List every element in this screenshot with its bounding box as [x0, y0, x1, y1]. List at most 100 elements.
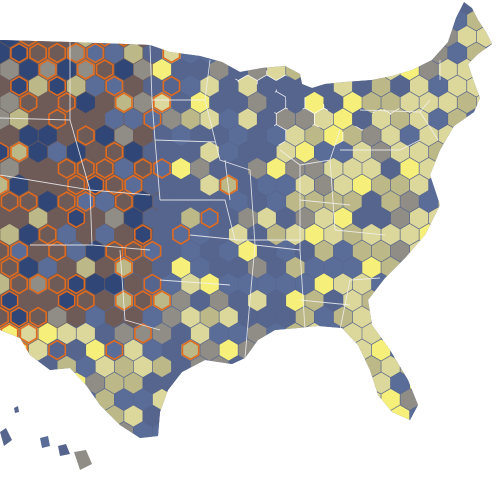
hex-cell [448, 207, 467, 229]
hex-cell [229, 157, 248, 180]
hex-cell [438, 256, 457, 279]
hex-cell [67, 42, 86, 64]
hex-highlight-outline [76, 59, 95, 80]
hex-cell [496, 290, 500, 311]
hex-cell [400, 157, 419, 180]
hex-cell [476, 223, 492, 246]
hex-cell [0, 256, 19, 279]
hex-cell [143, 306, 162, 328]
hex-highlight-outline [76, 158, 95, 179]
hex-cell [371, 174, 391, 196]
hex-cell [171, 256, 191, 279]
hex-cell [343, 455, 361, 476]
hex-cell [133, 256, 153, 279]
hex-cell [143, 42, 162, 64]
hex-cell [28, 372, 48, 394]
hex-cell [124, 273, 143, 295]
hex-cell [410, 141, 429, 163]
hex-cell [381, 157, 400, 180]
hex-cell [133, 25, 153, 48]
hex-cell [314, 405, 334, 427]
hex-cell [162, 9, 181, 31]
hex-cell [486, 306, 492, 328]
hex-cell [67, 207, 86, 229]
hex-cell [314, 174, 334, 196]
hex-cell [362, 223, 381, 246]
hex-cell [324, 421, 343, 438]
hex-cell [171, 388, 191, 411]
hex-cell [0, 372, 10, 394]
hex-cell [286, 25, 305, 48]
hex-cell [476, 58, 492, 81]
hex-cell [352, 207, 372, 229]
hex-cell [457, 223, 476, 246]
hex-cell [286, 124, 305, 147]
hex-cell [48, 75, 67, 97]
hex-cell [162, 306, 181, 328]
hex-cell [324, 289, 343, 312]
hex-cell [9, 174, 29, 196]
hex-cell [410, 372, 429, 394]
hex-cell [314, 141, 334, 163]
hex-cell [28, 42, 48, 64]
hex-highlight-outline [162, 75, 181, 97]
hex-cell [276, 273, 295, 295]
hex-cell [400, 124, 419, 147]
hex-cell [124, 141, 143, 163]
hex-cell [467, 273, 486, 295]
hex-cell [343, 157, 362, 180]
hex-cell [219, 108, 238, 130]
hex-cell [390, 42, 410, 64]
hex-cell [171, 157, 191, 180]
hex-cell [171, 25, 191, 48]
hex-cell [267, 190, 286, 213]
hex-cell [486, 405, 492, 427]
hex-cell [352, 174, 372, 196]
hex-cell [229, 25, 248, 48]
hex-cell [315, 438, 333, 459]
hex-cell [438, 388, 457, 411]
hex-cell [419, 25, 438, 48]
hex-cell [67, 405, 86, 427]
hex-cell [0, 108, 10, 130]
hex-highlight-outline [48, 240, 67, 262]
hex-cell [229, 388, 248, 411]
hex-cell [143, 174, 162, 196]
hex-cell [248, 388, 267, 411]
hex-cell [457, 124, 476, 147]
hex-cell [38, 190, 57, 213]
hex-cell [333, 240, 353, 262]
hex-cell [333, 108, 353, 130]
hex-cell [19, 58, 38, 81]
hex-cell [105, 141, 124, 163]
hex-cell [314, 9, 334, 31]
hex-cell [267, 91, 286, 114]
hex-cell [200, 273, 219, 295]
hex-cell [124, 306, 143, 328]
hex-cell [277, 438, 295, 459]
hex-cell [76, 322, 95, 345]
hex-cell [352, 141, 372, 163]
hex-cell [390, 141, 410, 163]
hex-cell [496, 422, 500, 443]
hex-cell [209, 223, 229, 246]
hex-highlight-outline [57, 290, 76, 311]
hex-cell [295, 372, 314, 394]
hex-cell [390, 207, 410, 229]
hex-cell [67, 339, 86, 361]
hex-cell [457, 157, 476, 180]
hex-highlight-outline [48, 75, 67, 97]
hex-cell [429, 372, 448, 394]
hex-cell [410, 339, 429, 361]
hex-cell [219, 339, 238, 361]
hex-cell [181, 174, 200, 196]
hex-cell [390, 75, 410, 97]
hex-cell [171, 421, 191, 438]
hex-cell [0, 289, 19, 312]
hex-cell [496, 323, 500, 344]
hex-cell [496, 257, 500, 278]
hex-cell [19, 322, 38, 345]
hex-cell [238, 240, 257, 262]
hex-cell [162, 141, 181, 163]
hex-cell [429, 339, 448, 361]
